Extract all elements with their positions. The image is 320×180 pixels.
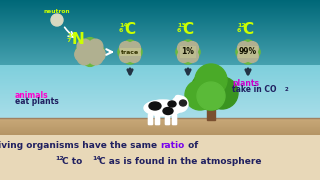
Bar (148, 114, 152, 124)
Ellipse shape (175, 96, 180, 98)
Circle shape (83, 38, 97, 52)
Text: living organisms have the same: living organisms have the same (0, 141, 160, 150)
Text: eat plants: eat plants (15, 96, 59, 105)
Circle shape (248, 46, 260, 58)
Circle shape (83, 45, 97, 59)
Text: 14: 14 (67, 33, 76, 38)
Circle shape (236, 46, 248, 58)
Ellipse shape (168, 101, 176, 107)
Bar (172, 114, 176, 124)
Text: 1%: 1% (181, 48, 195, 57)
Text: take in CO: take in CO (232, 86, 276, 94)
Ellipse shape (163, 107, 173, 114)
Text: 6: 6 (237, 28, 241, 33)
Circle shape (90, 45, 104, 59)
Circle shape (88, 50, 103, 65)
Circle shape (172, 96, 188, 112)
Text: C to: C to (62, 156, 85, 165)
Circle shape (242, 40, 254, 52)
Circle shape (124, 46, 136, 58)
Ellipse shape (144, 100, 182, 116)
Text: trace: trace (121, 50, 139, 55)
Circle shape (182, 46, 194, 58)
Bar (165, 114, 169, 124)
Text: neutron: neutron (44, 9, 70, 14)
Text: animals: animals (15, 91, 49, 100)
Text: C as is found in the atmosphere: C as is found in the atmosphere (99, 156, 261, 165)
Circle shape (182, 40, 194, 52)
Ellipse shape (180, 100, 187, 106)
Text: C: C (242, 22, 253, 37)
Circle shape (178, 50, 190, 62)
Text: 14: 14 (92, 156, 101, 161)
Circle shape (182, 52, 194, 64)
Circle shape (83, 52, 97, 66)
Text: 6: 6 (119, 28, 124, 33)
Text: 12: 12 (55, 156, 64, 161)
Circle shape (130, 46, 142, 58)
Circle shape (237, 50, 250, 62)
Bar (155, 114, 159, 124)
Text: 2: 2 (285, 87, 289, 92)
Circle shape (118, 46, 130, 58)
Text: 99%: 99% (239, 48, 257, 57)
Circle shape (77, 50, 92, 65)
Circle shape (91, 47, 105, 62)
Bar (207, 102, 215, 120)
Circle shape (186, 50, 198, 62)
Circle shape (246, 42, 259, 54)
Circle shape (51, 14, 63, 26)
Circle shape (124, 52, 136, 64)
Circle shape (178, 42, 190, 54)
Circle shape (120, 50, 132, 62)
Circle shape (128, 50, 140, 62)
Text: 6: 6 (177, 28, 181, 33)
Circle shape (195, 64, 227, 96)
Circle shape (185, 80, 215, 110)
Circle shape (237, 42, 250, 54)
Text: C: C (182, 22, 193, 37)
Text: N: N (72, 33, 85, 48)
Bar (165, 114, 169, 124)
Text: C: C (124, 22, 135, 37)
Circle shape (188, 46, 200, 58)
Text: 14: 14 (119, 23, 128, 28)
Text: ratio: ratio (160, 141, 184, 150)
Circle shape (197, 82, 225, 110)
Circle shape (77, 39, 92, 54)
Circle shape (242, 52, 254, 64)
Circle shape (206, 77, 238, 109)
Text: 7: 7 (67, 38, 71, 43)
Circle shape (242, 46, 254, 58)
Circle shape (246, 50, 259, 62)
Bar (148, 114, 152, 124)
Circle shape (191, 70, 231, 110)
Circle shape (186, 42, 198, 54)
Bar (172, 114, 176, 124)
Circle shape (124, 40, 136, 52)
Text: 13: 13 (177, 23, 186, 28)
Text: 12: 12 (237, 23, 246, 28)
Circle shape (120, 42, 132, 54)
Text: of: of (185, 141, 198, 150)
Circle shape (88, 39, 103, 54)
Bar (155, 114, 159, 124)
Circle shape (128, 42, 140, 54)
Text: plants: plants (232, 80, 259, 89)
Ellipse shape (149, 102, 161, 110)
Circle shape (176, 46, 188, 58)
Circle shape (76, 45, 90, 59)
Circle shape (75, 47, 89, 62)
